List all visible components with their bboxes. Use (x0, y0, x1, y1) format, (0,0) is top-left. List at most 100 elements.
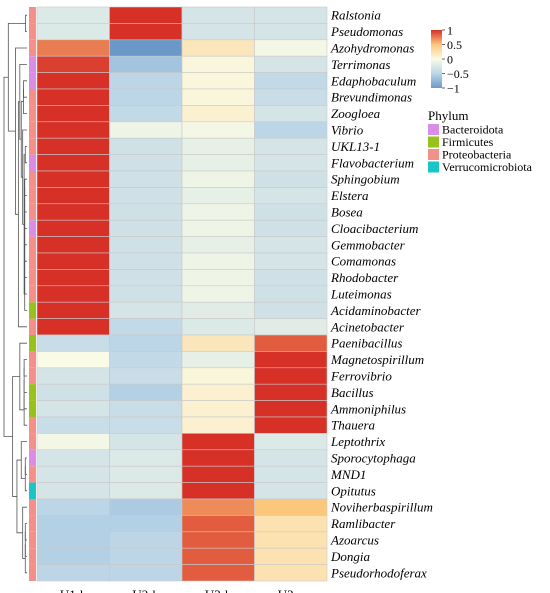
phylum-bar-segment (29, 531, 36, 549)
row-label: Edaphobaculum (330, 73, 416, 88)
phylum-legend-label: Verrucomicrobiota (442, 160, 533, 174)
dendrogram-branch (24, 277, 27, 311)
heatmap-cell (181, 547, 255, 565)
heatmap-cell (36, 23, 110, 41)
heatmap-cell (181, 269, 255, 287)
heatmap-cell (36, 383, 110, 401)
heatmap-cell (254, 383, 328, 401)
column-label: U3-b (205, 587, 232, 593)
row-label: Flavobacterium (330, 155, 414, 170)
heatmap-cell (36, 465, 110, 483)
dendrogram-branch (23, 380, 27, 410)
heatmap-cell (109, 547, 183, 565)
dendrogram-branch (16, 459, 23, 534)
phylum-bar-segment (29, 318, 36, 335)
heatmap-cell (36, 285, 110, 303)
heatmap-cell (109, 498, 183, 516)
phylum-bar-segment (29, 138, 36, 155)
phylum-bar-segment (29, 105, 36, 122)
heatmap-cell (254, 203, 328, 221)
heatmap-cell (181, 121, 255, 139)
heatmap-cell (254, 137, 328, 155)
dendrogram-branch (24, 544, 27, 574)
phylum-bar-segment (29, 187, 36, 204)
heatmap-cell (181, 301, 255, 319)
phylum-bar-segment (29, 56, 36, 73)
phylum-bar-segment (29, 72, 36, 89)
heatmap-cell (109, 121, 183, 139)
heatmap-cell (254, 515, 328, 533)
heatmap-cell (181, 416, 255, 434)
row-label: Gemmobacter (331, 237, 406, 252)
phylum-bar-segment (29, 466, 36, 483)
heatmap-cell (254, 170, 328, 188)
heatmap-cell (36, 72, 110, 90)
heatmap-cell (109, 269, 183, 287)
heatmap-cell (181, 285, 255, 303)
phylum-legend-label: Proteobacteria (442, 148, 512, 162)
phylum-bar-segment (29, 39, 36, 57)
heatmap-cell (181, 105, 255, 123)
heatmap-cell (254, 105, 328, 123)
row-label: Ferrovibrio (330, 369, 392, 384)
row-label: Bacillus (331, 385, 374, 400)
row-label: Cloacibacterium (331, 221, 418, 236)
phylum-bar-segment (29, 89, 36, 106)
heatmap-cell (109, 383, 183, 401)
heatmap-cell (109, 465, 183, 483)
phylum-legend-swatch (428, 149, 439, 160)
phylum-bar-segment (29, 171, 36, 188)
heatmap-cell (254, 351, 328, 369)
heatmap-cell (109, 203, 183, 221)
column-labels: U1-b U2-b U3-b U2-c (60, 587, 304, 593)
heatmap-cell (181, 55, 255, 73)
heatmap-cell (254, 6, 328, 24)
heatmap-cell (36, 564, 110, 582)
dendrogram-branch (23, 89, 27, 114)
heatmap-cell (254, 400, 328, 418)
heatmap-cell (36, 252, 110, 270)
phylum-legend-label: Firmicutes (442, 135, 494, 149)
color-scale-tick-label: 0 (447, 53, 453, 67)
heatmap-cell (181, 39, 255, 57)
phylum-legend: PhylumBacteroidotaFirmicutesProteobacter… (428, 108, 533, 174)
row-label: Leptothrix (330, 434, 385, 449)
heatmap-cell (254, 219, 328, 237)
phylum-bar-segment (29, 367, 36, 385)
row-label: Vibrio (331, 123, 364, 138)
heatmap-cell (254, 39, 328, 57)
phylum-bar-segment (29, 548, 36, 565)
heatmap-cell (36, 39, 110, 57)
row-label: Dongia (330, 549, 371, 564)
heatmap-cell (254, 367, 328, 385)
row-label: Ramlibacter (330, 516, 396, 531)
heatmap-cell (181, 482, 255, 500)
dendrogram-branch (12, 376, 20, 497)
heatmap-cell (181, 6, 255, 24)
phylum-legend-swatch (428, 136, 439, 148)
row-label: Thauera (331, 418, 376, 433)
row-label: Brevundimonas (331, 90, 412, 105)
heatmap-cell (181, 318, 255, 336)
heatmap-cell (254, 334, 328, 352)
phylum-bar-segment (29, 417, 36, 434)
heatmap-cell (254, 482, 328, 500)
dendrogram-branch (23, 367, 27, 393)
heatmap-cell (36, 400, 110, 418)
row-label: Magnetospirillum (330, 352, 424, 367)
row-label: MND1 (330, 467, 366, 482)
row-label: Azoarcus (330, 533, 379, 548)
heatmap-cell (109, 334, 183, 352)
heatmap-cell (181, 433, 255, 451)
row-label: Azohydromonas (330, 41, 414, 56)
heatmap-cell (36, 433, 110, 451)
row-label: Ammoniphilus (330, 401, 406, 416)
heatmap-cell (181, 564, 255, 582)
dendrogram-branch (22, 506, 27, 559)
dendrogram-branch (7, 23, 26, 132)
heatmap-cell (181, 367, 255, 385)
heatmap-cell (109, 72, 183, 90)
heatmap-cell (36, 6, 110, 24)
phylum-legend-title: Phylum (428, 108, 468, 123)
row-label: Elstera (330, 188, 369, 203)
